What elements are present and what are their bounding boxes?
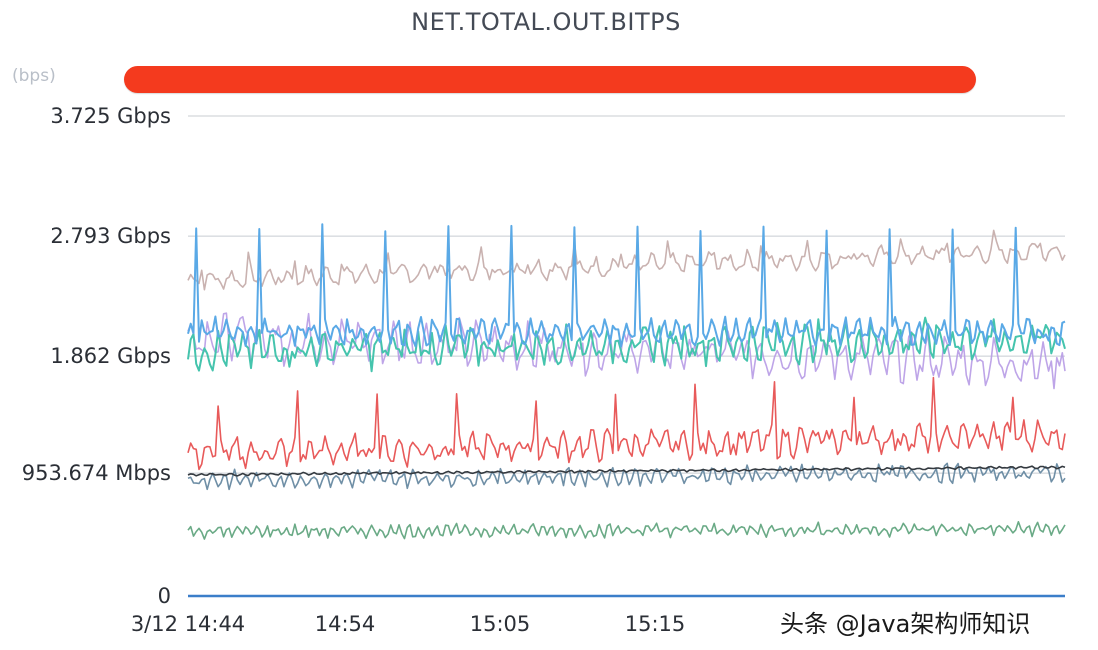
y-tick-label: 1.862 Gbps [50,344,171,368]
y-axis: 3.725 Gbps 2.793 Gbps 1.862 Gbps 953.674 Mb… [22,104,171,608]
unit-label: (bps) [12,66,56,86]
series-line [187,520,1066,540]
series-line [187,462,1066,491]
x-tick-label: 3/12 14:44 [131,612,245,636]
x-tick-label: 15:15 [625,612,686,636]
series-line [187,316,1066,373]
watermark: 头条 @Java架构师知识 [780,610,1031,638]
y-tick-label: 3.725 Gbps [50,104,171,128]
y-tick-label: 0 [158,584,171,608]
x-tick-label: 14:54 [315,612,376,636]
x-axis: 3/12 14:44 14:54 15:05 15:15 [131,612,685,636]
chart-title: NET.TOTAL.OUT.BITPS [411,8,681,36]
series-line [187,223,1066,348]
series-line [187,465,1066,477]
grid-lines [188,115,1065,474]
series-line [187,312,1066,390]
x-tick-label: 15:05 [470,612,531,636]
redaction-bar [124,66,976,93]
series-line [187,229,1066,291]
y-tick-label: 2.793 Gbps [50,224,171,248]
y-tick-label: 953.674 Mbps [22,461,171,485]
series-line [187,376,1066,471]
series-layer [187,223,1066,598]
